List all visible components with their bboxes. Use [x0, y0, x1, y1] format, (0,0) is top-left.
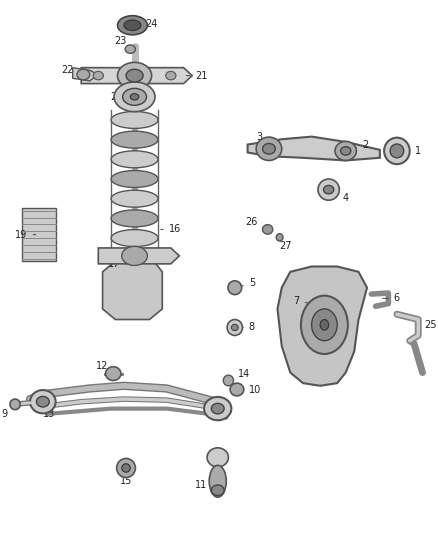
Ellipse shape — [122, 464, 130, 472]
Text: 15: 15 — [120, 468, 132, 486]
Ellipse shape — [111, 210, 158, 227]
Ellipse shape — [111, 131, 158, 148]
Ellipse shape — [320, 319, 328, 330]
Ellipse shape — [117, 15, 147, 35]
Text: 5: 5 — [237, 278, 255, 288]
Polygon shape — [247, 136, 380, 160]
Ellipse shape — [111, 171, 158, 188]
Text: 26: 26 — [245, 217, 265, 228]
Ellipse shape — [256, 137, 282, 160]
Ellipse shape — [106, 367, 121, 381]
Ellipse shape — [93, 71, 103, 80]
Ellipse shape — [301, 296, 348, 354]
Ellipse shape — [117, 458, 135, 478]
Polygon shape — [98, 248, 179, 264]
Text: 13: 13 — [43, 402, 55, 419]
Ellipse shape — [111, 190, 158, 207]
Ellipse shape — [276, 233, 283, 241]
Ellipse shape — [212, 485, 224, 496]
Ellipse shape — [125, 45, 135, 53]
Ellipse shape — [230, 383, 244, 396]
Text: 23: 23 — [114, 36, 130, 49]
Ellipse shape — [130, 94, 139, 100]
Text: 7: 7 — [293, 296, 309, 306]
Polygon shape — [73, 68, 98, 81]
Text: 12: 12 — [95, 361, 113, 374]
Text: 16: 16 — [161, 224, 181, 235]
Ellipse shape — [36, 397, 49, 407]
Text: 8: 8 — [237, 322, 255, 333]
Ellipse shape — [166, 71, 176, 80]
Ellipse shape — [335, 141, 357, 160]
Ellipse shape — [228, 281, 242, 295]
Ellipse shape — [311, 309, 337, 341]
Text: 3: 3 — [257, 132, 267, 147]
Ellipse shape — [77, 69, 90, 80]
Text: 17: 17 — [108, 257, 132, 269]
Text: 9: 9 — [1, 406, 13, 419]
Ellipse shape — [384, 138, 410, 164]
Text: 1: 1 — [400, 146, 421, 156]
Text: 14: 14 — [231, 369, 251, 379]
Ellipse shape — [117, 62, 152, 89]
Ellipse shape — [318, 179, 339, 200]
Ellipse shape — [207, 448, 228, 467]
Text: 24: 24 — [135, 19, 158, 29]
Ellipse shape — [231, 324, 238, 330]
Text: 6: 6 — [383, 293, 400, 303]
Ellipse shape — [204, 397, 231, 420]
Ellipse shape — [114, 82, 155, 112]
Ellipse shape — [30, 390, 56, 414]
FancyBboxPatch shape — [21, 208, 56, 261]
Polygon shape — [81, 68, 192, 84]
Ellipse shape — [223, 375, 233, 386]
Text: 4: 4 — [331, 191, 349, 203]
Text: 10: 10 — [240, 384, 261, 394]
Ellipse shape — [390, 144, 404, 158]
Ellipse shape — [209, 465, 226, 497]
Ellipse shape — [111, 111, 158, 128]
Text: 27: 27 — [279, 237, 291, 252]
Ellipse shape — [227, 319, 243, 335]
Ellipse shape — [262, 224, 273, 234]
Text: 2: 2 — [348, 140, 368, 150]
Text: 21: 21 — [187, 70, 208, 80]
Ellipse shape — [10, 399, 20, 410]
Ellipse shape — [324, 185, 334, 194]
Ellipse shape — [111, 230, 158, 247]
Ellipse shape — [122, 246, 147, 265]
Text: 19: 19 — [15, 230, 36, 240]
Text: 25: 25 — [417, 320, 436, 330]
Text: 22: 22 — [61, 66, 81, 75]
Ellipse shape — [111, 151, 158, 168]
Ellipse shape — [341, 147, 351, 155]
Polygon shape — [102, 261, 162, 319]
Ellipse shape — [212, 403, 224, 414]
Ellipse shape — [124, 20, 141, 30]
Text: 11: 11 — [195, 480, 215, 490]
Text: 20: 20 — [110, 92, 132, 102]
Ellipse shape — [123, 88, 146, 106]
Ellipse shape — [126, 69, 143, 82]
Polygon shape — [277, 266, 367, 386]
Ellipse shape — [262, 143, 276, 154]
